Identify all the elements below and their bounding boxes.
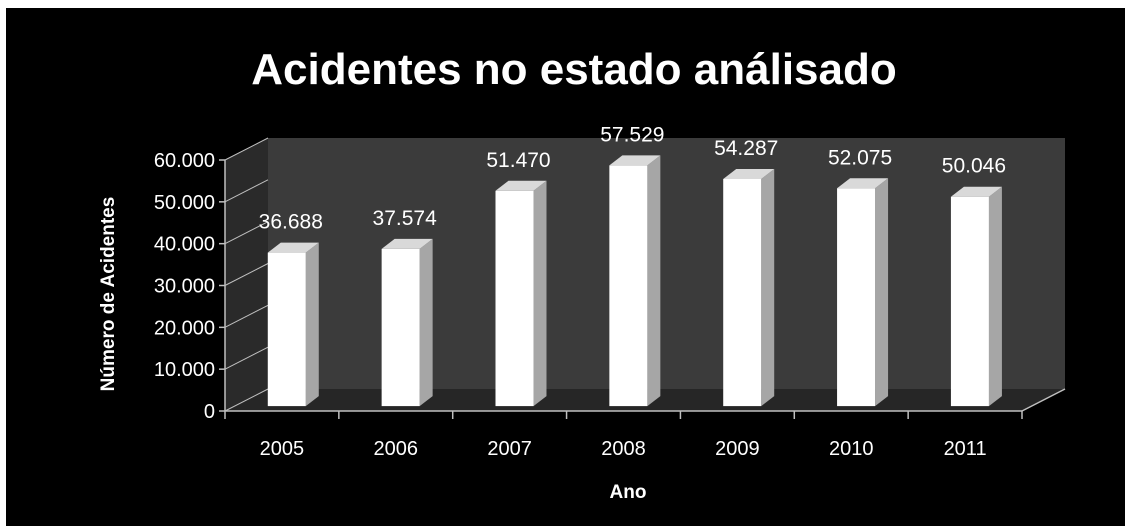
bar-side xyxy=(761,168,775,407)
y-tick-label: 10.000 xyxy=(154,359,215,381)
y-tick-label: 40.000 xyxy=(154,234,215,256)
chart-frame: 0 10.000 20.000 30.000 40.000 50.000 60.000 200… xyxy=(6,8,1125,526)
bar-group xyxy=(267,242,319,407)
x-tick-label: 2007 xyxy=(487,438,532,460)
bar-group xyxy=(381,238,433,407)
data-label: 36.688 xyxy=(259,211,323,234)
data-label: 50.046 xyxy=(942,155,1006,178)
chart-data-labels: 36.688 37.574 51.470 57.529 54.287 52.075 50.0… xyxy=(259,123,1006,233)
data-label: 52.075 xyxy=(828,146,892,169)
bar-side xyxy=(875,178,889,407)
y-tick-depth xyxy=(224,388,269,412)
bar-top xyxy=(837,178,889,189)
bar xyxy=(381,248,420,407)
bar xyxy=(267,252,306,407)
bar-group xyxy=(837,178,889,407)
y-tick-label: 60.000 xyxy=(154,150,215,172)
data-label: 37.574 xyxy=(373,207,438,230)
y-tick-depth xyxy=(224,346,269,370)
bar-group xyxy=(723,168,775,407)
x-tick-label: 2011 xyxy=(944,438,987,460)
bar-top xyxy=(267,242,319,253)
data-label: 57.529 xyxy=(600,123,664,146)
y-axis-title: Número de Acidentes xyxy=(98,197,119,392)
bar-group xyxy=(609,155,661,407)
bar-chart: 0 10.000 20.000 30.000 40.000 50.000 60.000 200… xyxy=(98,45,1066,503)
y-tick-depth xyxy=(224,179,269,203)
bar-side xyxy=(988,186,1002,407)
bar xyxy=(609,165,648,407)
chart-bars xyxy=(267,155,1002,407)
bar xyxy=(723,178,762,407)
bar-side xyxy=(419,238,433,407)
y-tick-depth xyxy=(224,221,269,245)
x-tick-label: 2009 xyxy=(715,438,760,460)
data-label: 54.287 xyxy=(714,137,778,160)
bar-side xyxy=(305,242,319,407)
y-tick-depth xyxy=(224,304,269,328)
x-axis-depth-line xyxy=(1021,388,1066,412)
y-tick-depth xyxy=(224,137,269,161)
bar-top xyxy=(723,168,775,179)
bar-group xyxy=(950,186,1002,407)
data-label: 51.470 xyxy=(486,149,550,172)
x-tick-label: 2006 xyxy=(374,438,419,460)
bar xyxy=(495,190,534,407)
bar-top xyxy=(609,155,661,166)
y-tick-label: 20.000 xyxy=(154,317,215,339)
x-tick-label: 2010 xyxy=(829,438,874,460)
y-tick-depth xyxy=(224,263,269,286)
bar-top xyxy=(950,186,1002,197)
y-tick-label: 50.000 xyxy=(154,192,215,214)
bar-group xyxy=(495,180,547,407)
bar-side xyxy=(647,155,661,407)
y-tick-label: 0 xyxy=(204,401,215,423)
x-tick-label: 2008 xyxy=(601,438,646,460)
bar-side xyxy=(533,180,547,407)
x-axis-title: Ano xyxy=(610,482,647,503)
chart-axes: 0 10.000 20.000 30.000 40.000 50.000 60.000 200… xyxy=(154,137,1066,460)
chart-title: Acidentes no estado análisado xyxy=(251,45,897,94)
bar-top xyxy=(381,238,433,249)
bar-top xyxy=(495,180,547,191)
bar xyxy=(950,196,989,407)
x-tick-label: 2005 xyxy=(260,438,305,460)
bar xyxy=(837,188,876,407)
y-tick-label: 30.000 xyxy=(154,276,215,298)
